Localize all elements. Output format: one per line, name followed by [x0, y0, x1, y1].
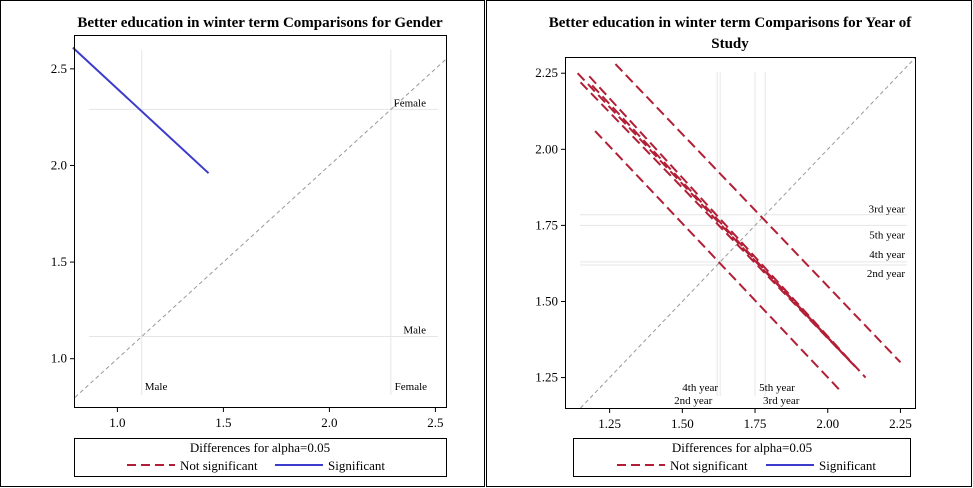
year-diff-line-5: [588, 75, 867, 379]
year-plot-frame: [565, 57, 916, 409]
year-diagonal-line: [580, 57, 916, 409]
year-diff-line-1: [614, 63, 902, 364]
year-y-axis: 1.25 1.50 1.75 2.00 2.25: [535, 65, 566, 385]
year-reference-diagonal: [580, 57, 916, 409]
gender-diff-line-1: [72, 46, 210, 174]
gender-y-tick-label-3: 2.0: [51, 157, 67, 172]
year-legend-not-significant-label: Not significant: [670, 458, 748, 473]
gender-x-tick-label-1: 1.0: [109, 415, 125, 430]
gender-y-tick-label-2: 1.5: [51, 254, 67, 269]
year-bottom-label-5th-year: 5th year: [759, 382, 795, 394]
gender-x-tick-label-4: 2.5: [427, 415, 443, 430]
gender-chart-title: Better education in winter term Comparis…: [77, 15, 443, 31]
year-x-tick-label-5: 2.25: [889, 416, 912, 431]
gender-y-tick-label-4: 2.5: [51, 61, 67, 76]
gender-right-label-female: Female: [394, 97, 426, 109]
year-legend-box: [573, 438, 911, 477]
year-x-tick-label-1: 1.25: [598, 416, 621, 431]
gender-right-label-male: Male: [403, 324, 426, 336]
year-y-tick-label-4: 2.00: [535, 141, 558, 156]
year-difference-lines: [576, 63, 902, 394]
year-right-label-4th-year: 4th year: [869, 249, 905, 261]
year-diff-line-6: [591, 84, 858, 370]
year-grid: [580, 72, 907, 396]
year-y-tick-label-3: 1.75: [535, 217, 558, 232]
gender-legend: Differences for alpha=0.05 Not significa…: [74, 438, 447, 477]
year-y-tick-label-2: 1.50: [535, 293, 558, 308]
gender-group-labels: Male Male Female Female: [145, 97, 427, 393]
gender-grid: [89, 50, 438, 395]
gender-bottom-label-male: Male: [145, 381, 168, 393]
year-chart-title-line1: Better education in winter term Comparis…: [549, 15, 912, 31]
year-chart: Better education in winter term Comparis…: [535, 15, 916, 477]
year-bottom-label-3rd-year: 3rd year: [763, 395, 800, 407]
year-right-label-5th-year: 5th year: [869, 229, 905, 241]
gender-bottom-label-female: Female: [395, 381, 427, 393]
gender-difference-lines: [72, 46, 210, 174]
year-x-axis: 1.25 1.50 1.75 2.00 2.25: [598, 408, 912, 431]
year-right-label-2nd-year: 2nd year: [867, 268, 906, 280]
year-bottom-label-4th-year: 4th year: [682, 382, 718, 394]
gender-x-tick-label-2: 1.5: [215, 415, 231, 430]
right-panel-border: [486, 0, 972, 487]
year-x-tick-label-4: 2.00: [816, 416, 839, 431]
gender-legend-box: [74, 438, 447, 477]
gender-chart: Better education in winter term Comparis…: [51, 15, 447, 477]
gender-legend-significant-label: Significant: [328, 458, 385, 473]
year-bottom-label-2nd-year: 2nd year: [674, 395, 713, 407]
year-chart-title-line2: Study: [711, 36, 749, 52]
gender-x-tick-label-3: 2.0: [321, 415, 337, 430]
gender-y-tick-label-1: 1.0: [51, 351, 67, 366]
year-legend-title: Differences for alpha=0.05: [672, 440, 812, 455]
year-diff-line-2: [594, 130, 844, 394]
gender-legend-title: Differences for alpha=0.05: [190, 440, 330, 455]
year-right-label-3rd-year: 3rd year: [869, 204, 906, 216]
year-x-tick-label-3: 1.75: [744, 416, 767, 431]
gender-y-axis: 1.0 1.5 2.0 2.5: [51, 61, 75, 366]
gender-legend-not-significant-label: Not significant: [180, 458, 258, 473]
year-y-tick-label-5: 2.25: [535, 65, 558, 80]
year-legend: Differences for alpha=0.05 Not significa…: [573, 438, 911, 477]
left-panel-border: [0, 0, 485, 487]
year-legend-significant-label: Significant: [819, 458, 876, 473]
year-diff-line-4: [579, 81, 846, 357]
year-y-tick-label-1: 1.25: [535, 370, 558, 385]
gender-x-axis: 1.0 1.5 2.0 2.5: [109, 407, 444, 430]
year-x-tick-label-2: 1.50: [671, 416, 694, 431]
gender-plot-frame: [74, 35, 447, 408]
